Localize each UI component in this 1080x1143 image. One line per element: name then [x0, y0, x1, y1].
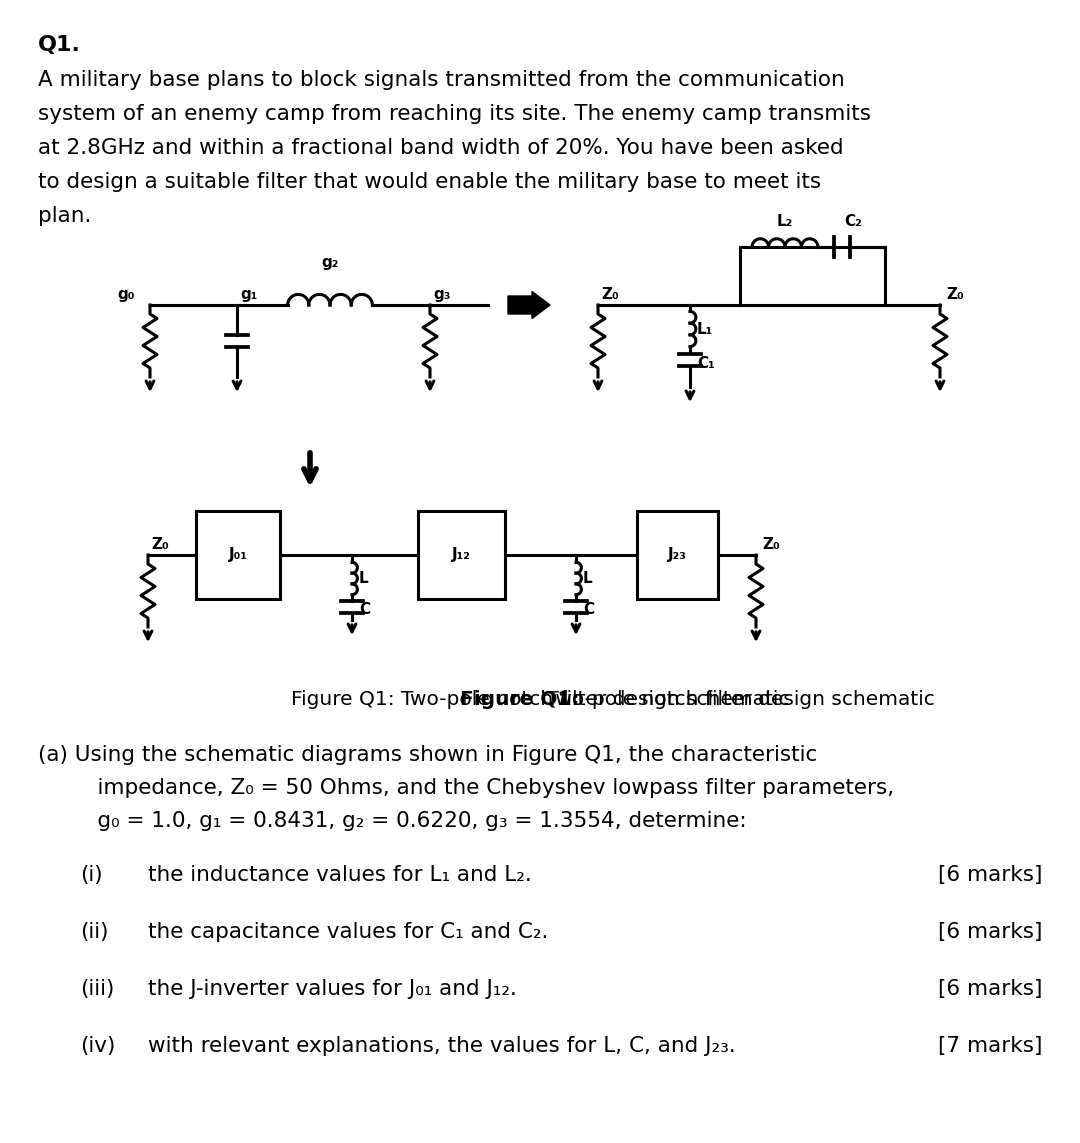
Text: impedance, Z₀ = 50 Ohms, and the Chebyshev lowpass filter parameters,: impedance, Z₀ = 50 Ohms, and the Chebysh…	[70, 778, 894, 798]
Text: g₃: g₃	[433, 287, 450, 302]
Text: the J-inverter values for J₀₁ and J₁₂.: the J-inverter values for J₀₁ and J₁₂.	[148, 980, 517, 999]
Text: [6 marks]: [6 marks]	[937, 980, 1042, 999]
Text: J₀₁: J₀₁	[229, 547, 247, 562]
FancyArrow shape	[508, 291, 550, 319]
Text: system of an enemy camp from reaching its site. The enemy camp transmits: system of an enemy camp from reaching it…	[38, 104, 870, 123]
Text: L₂: L₂	[777, 214, 793, 229]
Text: plan.: plan.	[38, 206, 92, 226]
Text: L₁: L₁	[697, 321, 713, 336]
Text: g₀ = 1.0, g₁ = 0.8431, g₂ = 0.6220, g₃ = 1.3554, determine:: g₀ = 1.0, g₁ = 0.8431, g₂ = 0.6220, g₃ =…	[70, 812, 746, 831]
Text: g₀: g₀	[118, 287, 135, 302]
Text: (ii): (ii)	[80, 922, 108, 942]
Bar	[195, 511, 280, 599]
Text: J₁₂: J₁₂	[453, 547, 471, 562]
Text: the capacitance values for C₁ and C₂.: the capacitance values for C₁ and C₂.	[148, 922, 549, 942]
Text: C: C	[359, 602, 370, 617]
Text: (iii): (iii)	[80, 980, 114, 999]
Text: the inductance values for L₁ and L₂.: the inductance values for L₁ and L₂.	[148, 865, 531, 885]
Text: with relevant explanations, the values for L, C, and J₂₃.: with relevant explanations, the values f…	[148, 1036, 735, 1056]
Text: Q1.: Q1.	[38, 35, 81, 55]
Bar	[637, 511, 718, 599]
Text: (a) Using the schematic diagrams shown in Figure Q1, the characteristic: (a) Using the schematic diagrams shown i…	[38, 745, 818, 765]
Text: Two-pole notch filter design schematic: Two-pole notch filter design schematic	[540, 690, 935, 709]
Text: (i): (i)	[80, 865, 103, 885]
Text: J₂₃: J₂₃	[669, 547, 687, 562]
Text: C: C	[583, 602, 594, 617]
Text: Z₀: Z₀	[151, 537, 168, 552]
Text: Figure Q1: Two-pole notch filter design schematic: Figure Q1: Two-pole notch filter design …	[291, 690, 789, 709]
Text: L: L	[359, 572, 368, 586]
Text: g₂: g₂	[322, 255, 339, 270]
Text: Z₀: Z₀	[762, 537, 780, 552]
Text: [7 marks]: [7 marks]	[937, 1036, 1042, 1056]
Text: Figure Q1: Two-pole notch filter design schematic: Figure Q1: Two-pole notch filter design …	[291, 690, 789, 709]
Text: L: L	[583, 572, 593, 586]
Text: g₁: g₁	[240, 287, 257, 302]
Text: (iv): (iv)	[80, 1036, 116, 1056]
Text: at 2.8GHz and within a fractional band width of 20%. You have been asked: at 2.8GHz and within a fractional band w…	[38, 138, 843, 158]
Text: C₁: C₁	[697, 355, 715, 370]
Text: [6 marks]: [6 marks]	[937, 922, 1042, 942]
Bar	[418, 511, 505, 599]
Text: Z₀: Z₀	[946, 287, 963, 302]
Text: [6 marks]: [6 marks]	[937, 865, 1042, 885]
Text: to design a suitable filter that would enable the military base to meet its: to design a suitable filter that would e…	[38, 171, 821, 192]
Text: A military base plans to block signals transmitted from the communication: A military base plans to block signals t…	[38, 70, 845, 90]
Text: Figure Q1:: Figure Q1:	[460, 690, 579, 709]
Text: Z₀: Z₀	[600, 287, 619, 302]
Text: C₂: C₂	[843, 214, 862, 229]
